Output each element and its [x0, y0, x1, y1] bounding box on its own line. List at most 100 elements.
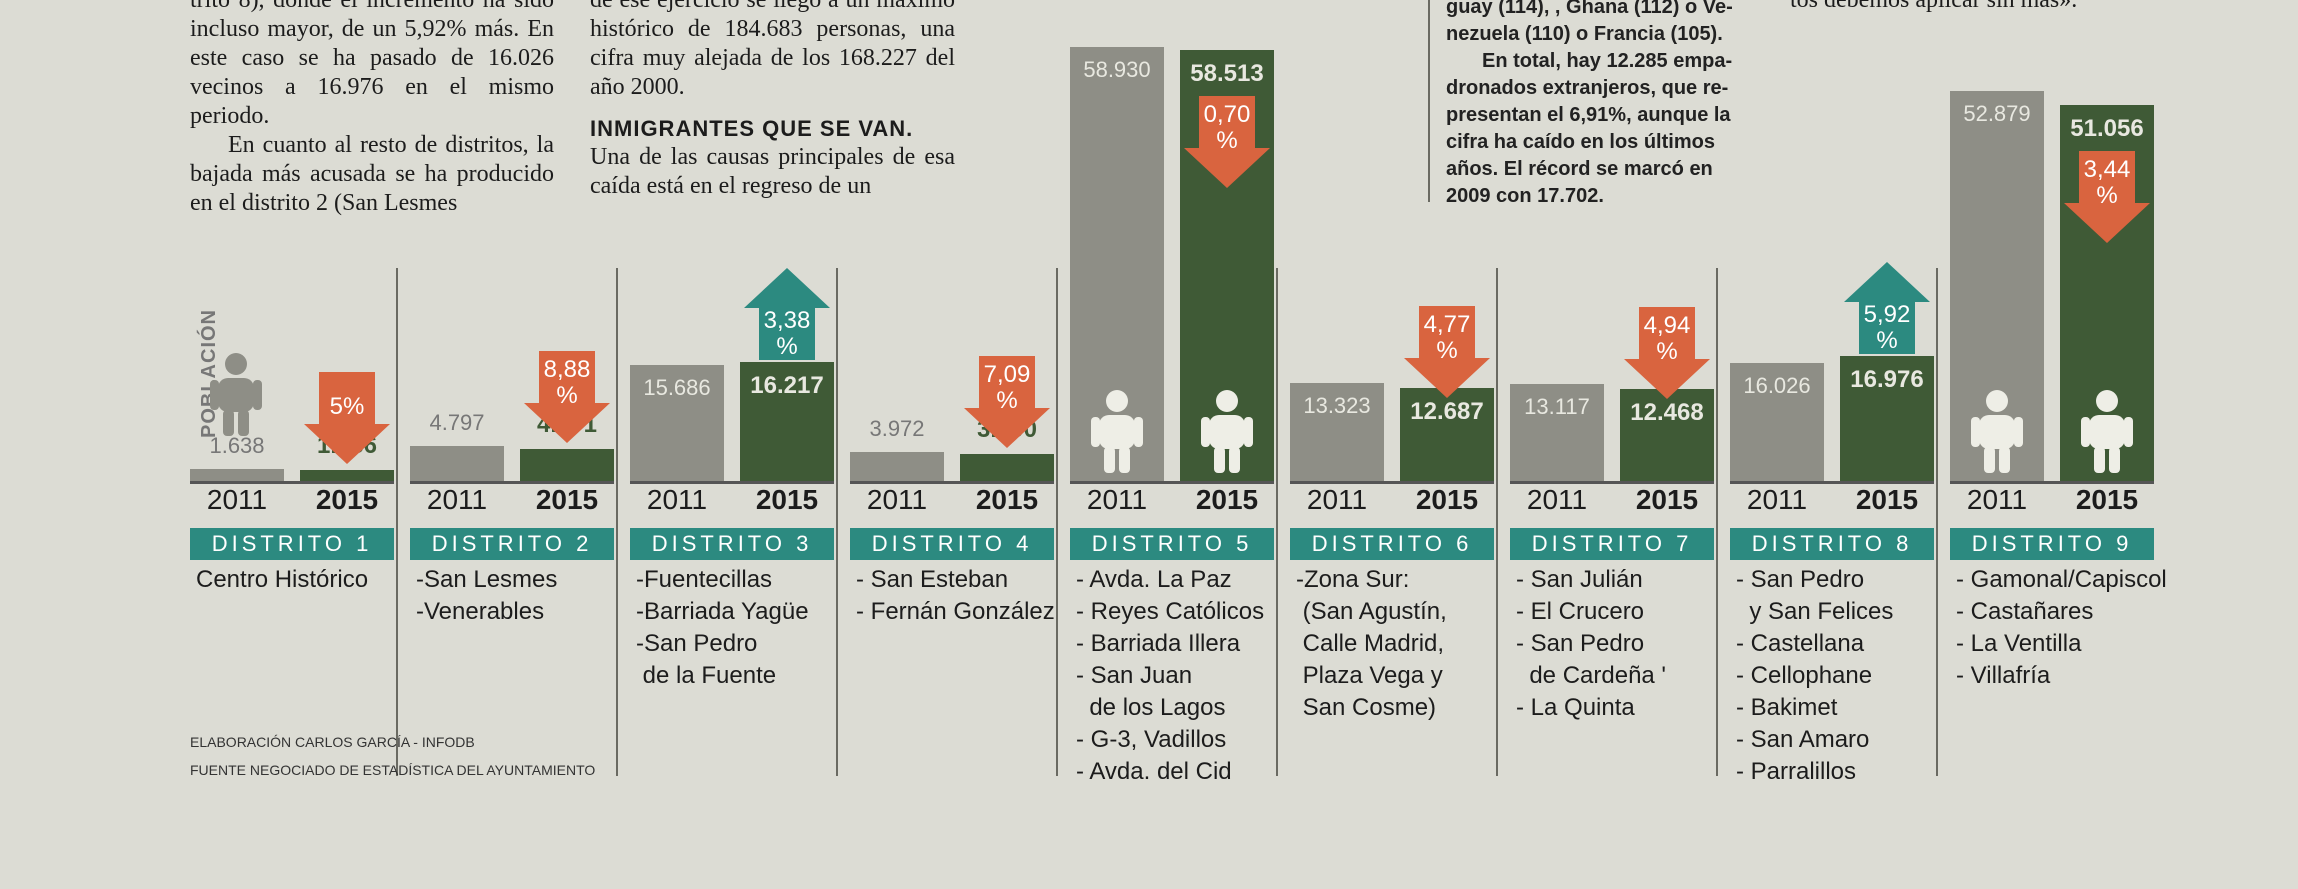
district-banner: DISTRITO 6: [1290, 528, 1494, 560]
year-label-2011: 2011: [1746, 484, 1808, 515]
sidebox-line: nezuela (110) o Francia (105).: [1446, 23, 1723, 45]
year-label-2015: 2015: [755, 484, 819, 515]
change-arrow-up: [744, 267, 830, 365]
neighborhood-list: - San Pedro y San Felices - Castellana -…: [1736, 566, 1894, 785]
bar-2015: [740, 361, 834, 481]
district-separator: [1056, 268, 1058, 776]
bar-2015: [300, 469, 394, 481]
bar-2015: [1620, 389, 1714, 481]
district-separator: [1276, 268, 1278, 776]
bar-2011: [190, 468, 284, 481]
chart-baseline: [630, 481, 834, 484]
chart-baseline: [1950, 481, 2154, 484]
year-label-2011: 2011: [646, 484, 708, 515]
bar-2011: [850, 451, 944, 481]
value-label-2011: 13.117: [1524, 394, 1590, 420]
bar-2011: [410, 445, 504, 481]
change-label: 5%: [329, 392, 365, 420]
article-column-2: de ese ejercicio se llegó a un máximo hi…: [590, 0, 955, 201]
article-paragraph: En cuanto al resto de distritos, la baja…: [190, 132, 554, 216]
sidebox-line: 2009 con 17.702.: [1446, 185, 1604, 207]
sidebox-line: dronados extranjeros, que re-: [1446, 77, 1729, 99]
credit-source: FUENTE NEGOCIADO DE ESTADÍSTICA DEL AYUN…: [190, 762, 596, 778]
chart-baseline: [1290, 481, 1494, 484]
change-label: 0,70 %: [1203, 100, 1251, 154]
change-arrow-down: [1184, 95, 1270, 193]
article-paragraph: de ese ejercicio se llegó a un máximo hi…: [590, 0, 955, 100]
district-separator: [836, 268, 838, 776]
value-label-2011: 52.879: [1963, 101, 2031, 127]
chart-baseline: [850, 481, 1054, 484]
change-arrow-down: [304, 371, 390, 469]
value-label-2011: 15.686: [643, 375, 711, 401]
person-icon: [208, 352, 264, 441]
chart-baseline: [1510, 481, 1714, 484]
change-label: 3,38 %: [763, 306, 811, 360]
bar-2011: [630, 365, 724, 481]
chart-baseline: [190, 481, 394, 484]
change-label: 5,92 %: [1863, 300, 1911, 354]
person-icon: [2079, 389, 2135, 478]
year-label-2015: 2015: [1635, 484, 1699, 515]
year-label-2015: 2015: [1195, 484, 1259, 515]
foreign-residents-box: guay (114), , Ghana (112) o Ve- nezuela …: [1446, 0, 1746, 210]
section-heading: INMIGRANTES QUE SE VAN.: [590, 116, 914, 141]
value-label-2015: 16.217: [750, 371, 824, 399]
change-arrow-down: [524, 350, 610, 448]
value-label-2011: 1.638: [209, 432, 265, 458]
value-label-2011: 58.930: [1083, 56, 1151, 82]
district-banner: DISTRITO 7: [1510, 528, 1714, 560]
bar-2015: [960, 453, 1054, 481]
sidebox-line: años. El récord se marcó en: [1446, 158, 1713, 180]
neighborhood-list: -San Lesmes -Venerables: [416, 566, 558, 625]
sidebox-line: presentan el 6,91%, aunque la: [1446, 104, 1731, 126]
year-label-2015: 2015: [1855, 484, 1919, 515]
bar-2015: [520, 448, 614, 481]
year-label-2011: 2011: [1306, 484, 1368, 515]
value-label-2015: 12.687: [1410, 397, 1484, 425]
chart-baseline: [410, 481, 614, 484]
neighborhood-list: -Zona Sur: (San Agustín, Calle Madrid, P…: [1296, 566, 1447, 721]
value-label-2015: 12.468: [1630, 399, 1704, 427]
year-label-2011: 2011: [866, 484, 928, 515]
change-label: 4,77 %: [1423, 310, 1471, 364]
district-banner: DISTRITO 8: [1730, 528, 1934, 560]
article-paragraph: Una de las causas principales de esa caí…: [590, 144, 955, 199]
district-banner: DISTRITO 4: [850, 528, 1054, 560]
neighborhood-list: - San Esteban - Fernán González: [856, 566, 1055, 625]
chart-baseline: [1070, 481, 1274, 484]
district-separator: [1936, 268, 1938, 776]
person-icon: [1089, 389, 1145, 478]
bar-2015: [1840, 355, 1934, 481]
year-label-2015: 2015: [535, 484, 599, 515]
value-label-2011: 16.026: [1743, 372, 1811, 398]
change-arrow-down: [1624, 307, 1710, 404]
change-arrow-down: [2064, 150, 2150, 248]
bar-2011: [1290, 382, 1384, 481]
value-label-2015: 16.976: [1850, 365, 1924, 393]
year-label-2015: 2015: [315, 484, 379, 515]
person-icon: [1969, 389, 2025, 478]
district-separator: [1716, 268, 1718, 776]
value-label-2011: 4.797: [429, 409, 485, 435]
value-label-2015: 51.056: [2070, 114, 2144, 142]
person-icon: [1199, 389, 1255, 478]
district-separator: [1496, 268, 1498, 776]
change-label: 7,09 %: [983, 360, 1031, 414]
bar-2011: [1730, 362, 1824, 481]
change-arrow-down: [1404, 305, 1490, 403]
change-label: 3,44 %: [2083, 155, 2131, 209]
neighborhood-list: -Fuentecillas -Barriada Yagüe -San Pedro…: [636, 566, 809, 689]
year-label-2015: 2015: [2075, 484, 2139, 515]
sidebox-rule: [1428, 0, 1430, 202]
sidebox-line: cifra ha caído en los últimos: [1446, 131, 1715, 153]
bar-2015: [1400, 387, 1494, 481]
district-separator: [616, 268, 618, 776]
credit-author: ELABORACIÓN CARLOS GARCÍA - INFODB: [190, 734, 475, 750]
year-label-2015: 2015: [1415, 484, 1479, 515]
year-label-2011: 2011: [206, 484, 268, 515]
sidebox-line: guay (114), , Ghana (112) o Ve-: [1446, 0, 1733, 18]
year-label-2011: 2011: [1966, 484, 2028, 515]
change-label: 4,94 %: [1643, 312, 1691, 366]
article-column-1: trito 8), donde el incremento ha sido in…: [190, 0, 554, 218]
